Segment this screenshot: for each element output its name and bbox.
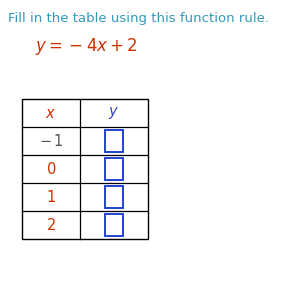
Bar [22,99,148,239]
Text: $1$: $1$ [46,189,56,205]
Text: $-\,1$: $-\,1$ [39,133,63,149]
Bar [105,158,123,180]
Text: $y$: $y$ [108,105,120,121]
Bar [105,214,123,236]
Bar [105,130,123,152]
Text: $0$: $0$ [46,161,56,177]
Text: $x$: $x$ [45,106,56,121]
Text: $y = -4x+2$: $y = -4x+2$ [35,36,138,57]
Text: Fill in the table using this function rule.: Fill in the table using this function ru… [8,12,269,25]
Bar [105,186,123,208]
Text: $2$: $2$ [46,217,56,233]
